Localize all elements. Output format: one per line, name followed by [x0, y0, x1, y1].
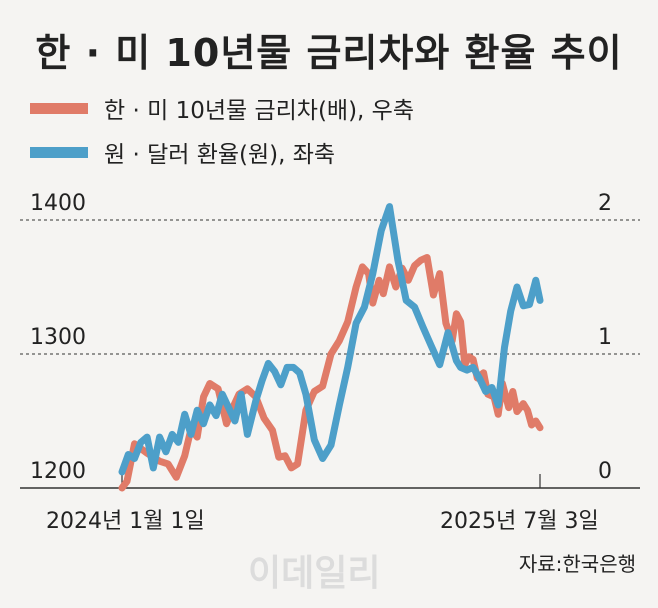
left-tick-label: 1400	[30, 191, 86, 216]
right-tick-label: 0	[598, 459, 612, 484]
left-tick-label: 1200	[30, 459, 86, 484]
legend-item-exchange-rate: 원 · 달러 환율(원), 좌축	[30, 135, 335, 169]
watermark: 이데일리	[248, 553, 381, 594]
series-line-exchange-rate	[118, 203, 544, 476]
source-note: 자료:한국은행	[518, 552, 636, 576]
x-label-start: 2024년 1월 1일	[46, 509, 205, 534]
legend-swatch-exchange-rate	[30, 146, 88, 158]
right-tick-label: 2	[598, 191, 612, 216]
right-tick-label: 1	[598, 325, 612, 350]
legend-label-rate-spread: 한 · 미 10년물 금리차(배), 우축	[104, 98, 414, 124]
legend-item-rate-spread: 한 · 미 10년물 금리차(배), 우축	[30, 91, 414, 125]
legend-label-exchange-rate: 원 · 달러 환율(원), 좌축	[104, 142, 336, 168]
left-tick-label: 1300	[30, 325, 86, 350]
chart-title: 한 · 미 10년물 금리차와 환율 추이	[35, 31, 623, 75]
legend-swatch-rate-spread	[30, 102, 88, 114]
x-label-end: 2025년 7월 3일	[440, 509, 599, 534]
